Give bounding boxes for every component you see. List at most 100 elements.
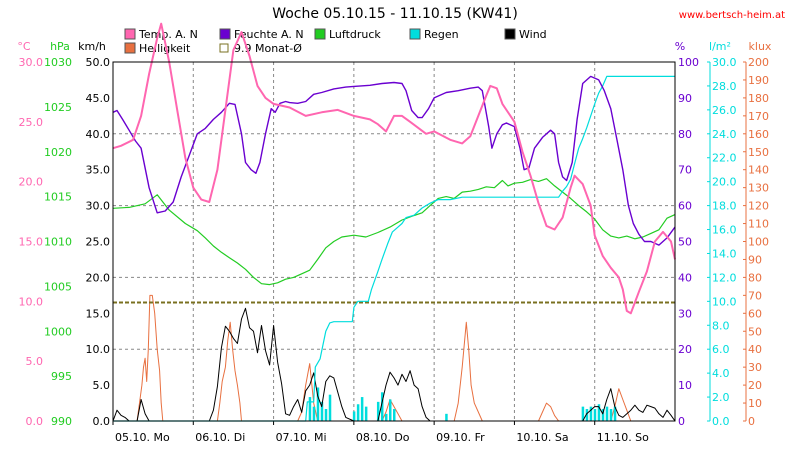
series-group	[112, 22, 676, 422]
tick-label-wind: 0.0	[93, 415, 111, 428]
series-pressure-line	[112, 178, 676, 286]
tick-label-brightness: 20	[748, 379, 762, 392]
legend-label-brightness: Helligkeit	[139, 42, 191, 55]
rain-bar	[388, 399, 392, 421]
rain-bar	[380, 392, 384, 421]
tick-label-brightness: 90	[748, 253, 762, 266]
x-tick-label: 08.10. Do	[356, 431, 410, 444]
tick-label-brightness: 60	[748, 307, 762, 320]
rain-bar	[597, 404, 601, 421]
tick-label-brightness: 150	[748, 146, 769, 159]
series-humidity-line	[112, 75, 676, 246]
tick-label-humidity: 30	[678, 307, 692, 320]
tick-label-rain: 18.0	[712, 200, 737, 213]
tick-label-humidity: 60	[678, 200, 692, 213]
tick-label-brightness: 70	[748, 289, 762, 302]
legend-label-rain: Regen	[424, 28, 459, 41]
tick-label-wind: 15.0	[86, 307, 111, 320]
tick-label-pressure: 1030	[44, 56, 72, 69]
tick-label-humidity: 40	[678, 271, 692, 284]
tick-label-brightness: 110	[748, 218, 769, 231]
tick-label-wind: 45.0	[86, 92, 111, 105]
tick-label-wind: 50.0	[86, 56, 111, 69]
tick-label-temp: 5.0	[26, 355, 44, 368]
rain-bar	[601, 409, 605, 421]
tick-label-pressure: 1020	[44, 146, 72, 159]
unit-header-humidity: %	[675, 40, 685, 53]
rain-bar	[316, 387, 320, 421]
rain-bar	[312, 406, 316, 421]
x-tick-label: 06.10. Di	[195, 431, 245, 444]
x-tick-label: 07.10. Mi	[276, 431, 327, 444]
tick-label-humidity: 0	[678, 415, 685, 428]
tick-label-rain: 30.0	[712, 56, 737, 69]
tick-label-humidity: 100	[678, 56, 699, 69]
tick-label-temp: 30.0	[19, 56, 44, 69]
tick-label-brightness: 40	[748, 343, 762, 356]
legend-label-pressure: Luftdruck	[329, 28, 381, 41]
tick-label-humidity: 80	[678, 128, 692, 141]
tick-label-humidity: 90	[678, 92, 692, 105]
tick-label-brightness: 140	[748, 164, 769, 177]
tick-label-pressure: 995	[51, 370, 72, 383]
legend-swatch-temp	[124, 28, 136, 40]
tick-label-pressure: 1000	[44, 325, 72, 338]
tick-label-rain: 28.0	[712, 80, 737, 93]
tick-label-wind: 5.0	[93, 379, 111, 392]
tick-label-rain: 10.0	[712, 295, 737, 308]
tick-label-humidity: 10	[678, 379, 692, 392]
series-temp-line	[112, 22, 676, 315]
rain-bar	[609, 409, 613, 421]
tick-label-wind: 35.0	[86, 164, 111, 177]
series-wind-line	[112, 307, 676, 422]
unit-header-brightness: klux	[749, 40, 772, 53]
tick-label-brightness: 180	[748, 92, 769, 105]
legend-swatch-pressure	[314, 28, 326, 40]
tick-label-rain: 8.0	[712, 319, 730, 332]
plot-frame	[112, 61, 676, 422]
tick-label-brightness: 200	[748, 56, 769, 69]
tick-label-pressure: 1010	[44, 236, 72, 249]
tick-label-rain: 16.0	[712, 224, 737, 237]
tick-label-rain: 26.0	[712, 104, 737, 117]
tick-label-brightness: 0	[748, 415, 755, 428]
tick-label-pressure: 990	[51, 415, 72, 428]
rain-bar	[360, 397, 364, 421]
site-link[interactable]: www.bertsch-heim.at	[679, 10, 785, 21]
rain-bar	[356, 404, 360, 421]
rain-bar	[364, 406, 368, 421]
tick-label-rain: 20.0	[712, 176, 737, 189]
tick-label-brightness: 130	[748, 182, 769, 195]
rain-bar	[445, 413, 448, 421]
series-brightness-line	[113, 294, 675, 422]
rain-bar	[324, 409, 328, 421]
tick-label-brightness: 80	[748, 271, 762, 284]
tick-label-brightness: 170	[748, 110, 769, 123]
legend-swatch-humidity	[219, 28, 231, 40]
tick-label-brightness: 10	[748, 397, 762, 410]
rain-bar	[328, 394, 332, 421]
legend-swatch-rain	[409, 28, 421, 40]
tick-label-rain: 4.0	[712, 367, 730, 380]
legend-label-humidity: Feuchte A. N	[234, 28, 304, 41]
tick-label-rain: 0.0	[712, 415, 730, 428]
rain-bar	[352, 411, 356, 421]
unit-header-temp: °C	[17, 40, 31, 53]
axis-unit-headers: °C hPa km/h% l/m² klux	[17, 40, 772, 53]
unit-header-pressure: hPa	[50, 40, 70, 53]
x-tick-label: 09.10. Fr	[436, 431, 485, 444]
tick-label-humidity: 50	[678, 236, 692, 249]
rain-bar	[613, 406, 617, 421]
rain-bar	[393, 409, 396, 421]
chart-title: Woche 05.10.15 - 11.10.15 (KW41)	[272, 6, 518, 22]
tick-label-wind: 25.0	[86, 236, 111, 249]
rain-bar	[384, 413, 388, 421]
tick-label-brightness: 30	[748, 361, 762, 374]
tick-label-brightness: 50	[748, 325, 762, 338]
tick-label-pressure: 1015	[44, 191, 72, 204]
legend-label-temp: Temp. A. N	[138, 28, 198, 41]
rain-bar	[308, 397, 312, 421]
grid	[113, 62, 675, 421]
tick-label-temp: 20.0	[19, 176, 44, 189]
tick-label-rain: 22.0	[712, 152, 737, 165]
